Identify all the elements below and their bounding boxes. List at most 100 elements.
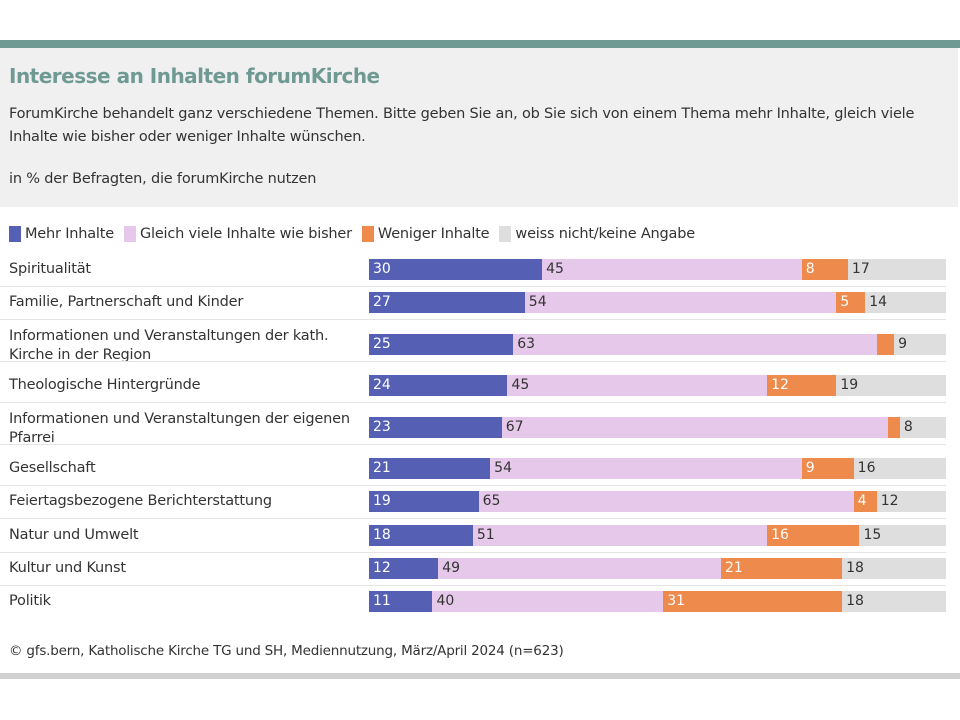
legend-item: weiss nicht/keine Angabe: [499, 226, 695, 242]
data-label: 4: [857, 493, 867, 509]
data-label: 9: [898, 336, 907, 352]
data-label: 45: [511, 377, 530, 393]
row-divider: [0, 518, 946, 519]
data-label: 14: [869, 294, 888, 310]
row-divider: [0, 402, 946, 403]
category-label: Informationen und Veranstaltungen der ei…: [9, 411, 350, 446]
bar-segment: [663, 591, 843, 612]
bar-segment: [720, 558, 843, 579]
data-label: 18: [846, 593, 864, 609]
data-label: 49: [442, 560, 461, 576]
data-label: 15: [863, 527, 882, 543]
data-label: 40: [436, 593, 455, 609]
bar-segment: [369, 591, 433, 612]
legend-label: Mehr Inhalte: [25, 226, 114, 242]
legend-item: Weniger Inhalte: [361, 226, 490, 242]
bar-segment: [524, 292, 837, 313]
data-label: 21: [373, 460, 391, 476]
bar-segment: [369, 525, 473, 546]
category-label: Theologische Hintergründe: [9, 377, 201, 393]
data-label: 30: [373, 261, 391, 277]
legend-label: Gleich viele Inhalte wie bisher: [139, 226, 352, 242]
bar-segment: [859, 525, 946, 546]
unit-note: in % der Befragten, die forumKirche nutz…: [9, 171, 317, 187]
row-divider: [0, 485, 946, 486]
row-divider: [0, 552, 946, 553]
bar-segment: [842, 591, 946, 612]
category-label: Feiertagsbezogene Berichterstattung: [9, 493, 272, 509]
data-label: 31: [667, 593, 686, 609]
row-divider: [0, 585, 946, 586]
category-label: Spiritualität: [9, 261, 91, 277]
source-note: © gfs.bern, Katholische Kirche TG und SH…: [9, 643, 564, 659]
bar-segment: [369, 259, 543, 280]
data-label: 24: [373, 377, 391, 393]
legend: Mehr Inhalte Gleich viele Inhalte wie bis…: [9, 226, 695, 242]
bar-segment: [501, 417, 889, 438]
bar-segment: [369, 292, 525, 313]
category-label: Gesellschaft: [9, 460, 96, 476]
bar-segment: [801, 259, 848, 280]
category-label: Informationen und Veranstaltungen der ka…: [9, 328, 329, 363]
category-label: Kultur und Kunst: [9, 560, 126, 576]
legend-swatch: [361, 226, 374, 242]
data-label: 11: [373, 593, 391, 609]
data-label: 19: [373, 493, 391, 509]
bar-segment: [865, 292, 946, 313]
bottom-band: [0, 673, 960, 679]
data-label: 16: [771, 527, 789, 543]
bar-segment: [369, 334, 514, 355]
bar-segment: [876, 334, 895, 355]
legend-item: Mehr Inhalte: [9, 226, 114, 242]
data-label: 18: [846, 560, 864, 576]
data-label: 65: [482, 493, 501, 509]
data-label: 23: [373, 419, 391, 435]
top-accent-band: [0, 40, 960, 48]
data-label: 12: [771, 377, 789, 393]
bar-segment: [836, 375, 946, 396]
bar-segment: [369, 558, 439, 579]
survey-question: ForumKirche behandelt ganz verschiedene …: [9, 106, 915, 145]
data-label: 5: [840, 294, 850, 310]
data-label: 25: [373, 336, 391, 352]
legend-swatch: [499, 226, 512, 242]
data-label: 8: [805, 261, 815, 277]
data-label: 54: [494, 460, 512, 476]
bar-segment: [767, 525, 860, 546]
bar-segment: [853, 491, 877, 512]
bar-segment: [899, 417, 946, 438]
bar-segment: [438, 558, 721, 579]
bar-segment: [369, 491, 479, 512]
header-panel: [0, 48, 958, 207]
legend-item: Gleich viele Inhalte wie bisher: [123, 226, 352, 242]
bar-segment: [847, 259, 946, 280]
category-label: Familie, Partnerschaft und Kinder: [9, 294, 244, 310]
bar-segment: [513, 334, 877, 355]
bar-segment: [369, 458, 491, 479]
data-label: 63: [517, 336, 536, 352]
bar-segment: [490, 458, 802, 479]
data-label: 18: [373, 527, 391, 543]
bar-segment: [478, 491, 854, 512]
legend-label: Weniger Inhalte: [377, 226, 490, 242]
data-label: 12: [373, 560, 391, 576]
category-label: Politik: [9, 593, 51, 609]
data-label: 8: [903, 419, 913, 435]
category-label: Natur und Umwelt: [9, 527, 139, 543]
data-label: 17: [851, 261, 870, 277]
bar-segment: [369, 375, 508, 396]
bar-segment: [432, 591, 664, 612]
data-label: 21: [724, 560, 743, 576]
bar-segment: [894, 334, 946, 355]
bar-segment: [842, 558, 946, 579]
bar-segment: [767, 375, 837, 396]
data-label: 27: [373, 294, 391, 310]
legend-swatch: [123, 226, 136, 242]
legend-swatch: [9, 226, 21, 242]
bar-segment: [507, 375, 768, 396]
data-label: 16: [857, 460, 876, 476]
row-divider: [0, 286, 946, 287]
row-divider: [0, 361, 946, 362]
data-label: 67: [505, 419, 524, 435]
bar-segment: [888, 417, 900, 438]
